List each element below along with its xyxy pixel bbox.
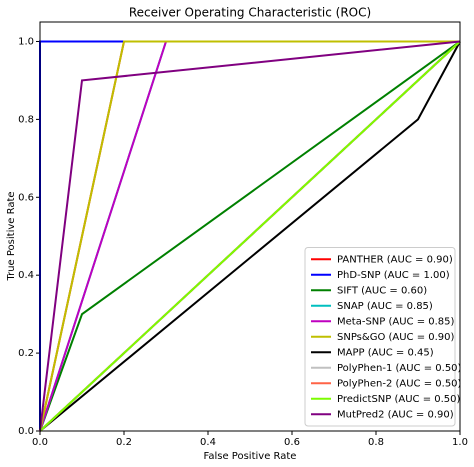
y-tick-label: 0.2 [18,348,34,359]
roc-line [39,40,460,432]
legend-box [304,247,456,427]
roc-line [39,40,461,432]
x-tick-label: 1.0 [452,437,468,448]
legend-label: PredictSNP (AUC = 0.50) [337,394,461,405]
legend-label: SIFT (AUC = 0.60) [337,285,427,296]
plot-frame [39,21,461,432]
legend-label: SNPs&GO (AUC = 0.90) [337,332,455,343]
x-axis-label: False Positive Rate [204,451,297,462]
legend-label: Meta-SNP (AUC = 0.85) [337,316,455,327]
y-tick-label: 1.0 [18,36,34,47]
legend: PANTHER (AUC = 0.90) PhD-SNP (AUC = 1.00)… [304,247,462,427]
y-axis-label: True Positive Rate [6,191,17,281]
y-tick-label: 0.4 [18,270,34,281]
chart-title: Receiver Operating Characteristic (ROC) [129,6,371,20]
roc-line [39,40,461,432]
legend-label: SNAP (AUC = 0.85) [337,301,433,312]
y-tick-label: 0.6 [18,192,34,203]
legend-label: PolyPhen-2 (AUC = 0.50) [337,378,462,389]
roc-line [39,41,461,432]
legend-label: PolyPhen-1 (AUC = 0.50) [337,363,462,374]
x-tick-label: 0.8 [368,437,384,448]
roc-line [39,40,461,432]
legend-label: PANTHER (AUC = 0.90) [337,254,453,265]
x-tick-label: 0.6 [284,437,300,448]
x-tick-label: 0.2 [116,437,132,448]
y-tick-label: 0.0 [18,426,34,437]
x-tick-label: 0.0 [32,437,48,448]
legend-label: MutPred2 (AUC = 0.90) [337,409,454,420]
legend-label: MAPP (AUC = 0.45) [337,347,434,358]
x-tick-label: 0.4 [200,437,216,448]
y-tick-label: 0.8 [18,114,34,125]
legend-label: PhD-SNP (AUC = 1.00) [337,270,450,281]
